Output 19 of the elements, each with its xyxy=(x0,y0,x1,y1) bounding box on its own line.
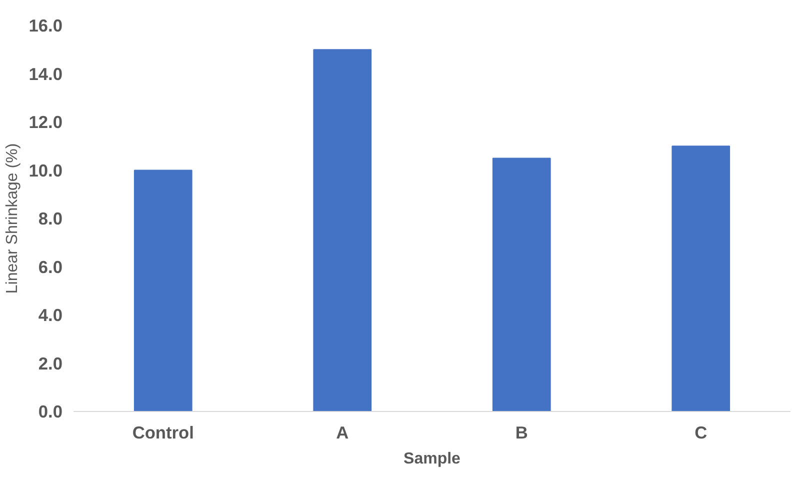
y-tick-label: 2.0 xyxy=(38,353,63,374)
y-tick-label: 10.0 xyxy=(28,160,63,180)
y-tick-label: 12.0 xyxy=(28,112,63,132)
y-tick-label: 6.0 xyxy=(38,256,63,277)
y-tick-label: 8.0 xyxy=(38,208,63,228)
x-tick-label: A xyxy=(336,422,350,442)
bar xyxy=(672,146,730,412)
x-tick-label: Control xyxy=(132,422,194,442)
x-axis-title: Sample xyxy=(404,450,461,468)
bar xyxy=(134,170,192,412)
x-tick-label: C xyxy=(694,422,708,442)
y-tick-label: 14.0 xyxy=(28,64,63,84)
y-axis-title: Linear Shrinkage (%) xyxy=(4,143,21,294)
y-tick-label: 16.0 xyxy=(28,16,63,36)
bar xyxy=(313,49,372,412)
y-tick-label: 4.0 xyxy=(38,305,63,325)
x-tick-label: B xyxy=(515,422,528,442)
y-tick-label: 0.0 xyxy=(38,402,63,422)
bar xyxy=(492,158,551,412)
